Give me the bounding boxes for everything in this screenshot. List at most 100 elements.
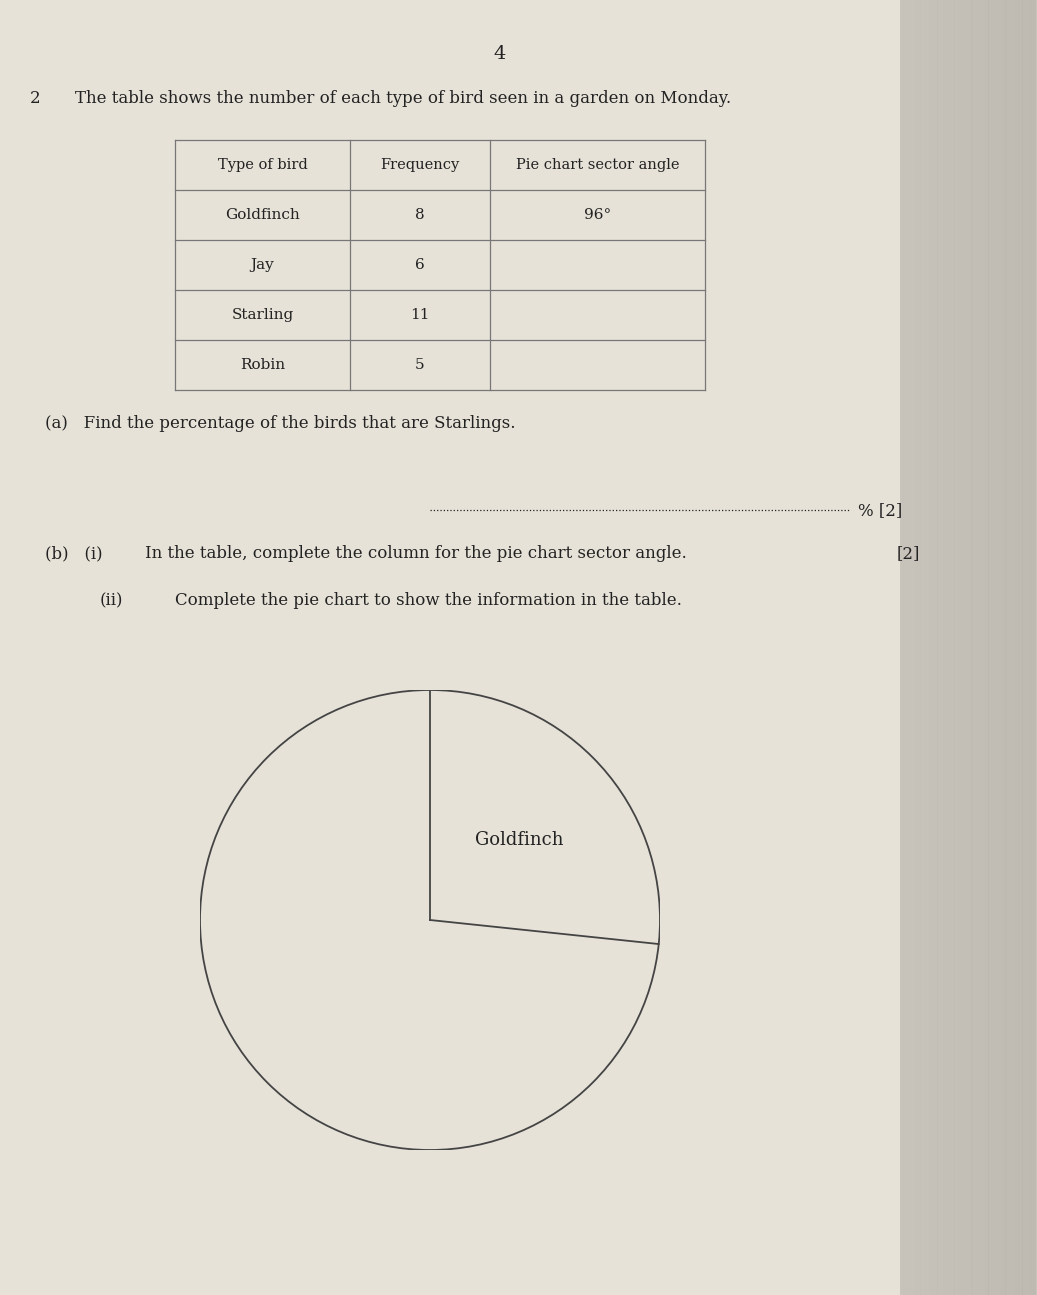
Bar [927, 0, 929, 1295]
Bar [1026, 0, 1028, 1295]
Text: The table shows the number of each type of bird seen in a garden on Monday.: The table shows the number of each type … [75, 89, 731, 107]
Bar [958, 0, 959, 1295]
Bar [924, 0, 926, 1295]
Bar [906, 0, 908, 1295]
Bar [1033, 0, 1034, 1295]
Text: Robin: Robin [240, 357, 285, 372]
Bar [956, 0, 958, 1295]
Bar [912, 0, 914, 1295]
Bar [973, 0, 975, 1295]
Bar [982, 0, 983, 1295]
Bar [930, 0, 932, 1295]
Text: 2: 2 [30, 89, 40, 107]
Bar [929, 0, 930, 1295]
Bar [990, 0, 992, 1295]
Bar [1020, 0, 1022, 1295]
Bar [951, 0, 953, 1295]
Bar [991, 0, 993, 1295]
Text: Goldfinch: Goldfinch [225, 208, 300, 221]
Bar [1010, 0, 1012, 1295]
Bar [905, 0, 907, 1295]
Bar [963, 0, 964, 1295]
Bar [902, 0, 903, 1295]
Bar [954, 0, 956, 1295]
Bar [903, 0, 905, 1295]
Bar [940, 0, 941, 1295]
Bar [1007, 0, 1009, 1295]
Bar [1031, 0, 1033, 1295]
Text: 6: 6 [415, 258, 425, 272]
Bar [1025, 0, 1026, 1295]
Bar [1009, 0, 1011, 1295]
Text: 5: 5 [415, 357, 425, 372]
Bar [1012, 0, 1014, 1295]
Bar [999, 0, 1001, 1295]
Bar [941, 0, 943, 1295]
Bar [966, 0, 969, 1295]
Text: % [2]: % [2] [858, 502, 902, 519]
Bar [914, 0, 916, 1295]
Bar [1022, 0, 1025, 1295]
Bar [1004, 0, 1006, 1295]
Text: (ii): (ii) [100, 592, 123, 609]
Bar [1019, 0, 1020, 1295]
Bar [1029, 0, 1031, 1295]
Text: [2]: [2] [897, 545, 920, 562]
Bar [948, 0, 950, 1295]
Bar [968, 0, 970, 1295]
Bar [986, 0, 988, 1295]
Bar [980, 0, 982, 1295]
Bar [1034, 0, 1036, 1295]
Bar [935, 0, 937, 1295]
Bar [1015, 0, 1017, 1295]
Bar [925, 0, 927, 1295]
Text: Complete the pie chart to show the information in the table.: Complete the pie chart to show the infor… [175, 592, 682, 609]
Bar [996, 0, 997, 1295]
Bar [943, 0, 945, 1295]
Bar [975, 0, 977, 1295]
Bar [959, 0, 961, 1295]
Bar [919, 0, 921, 1295]
Bar [1001, 0, 1002, 1295]
Text: 11: 11 [411, 308, 429, 322]
Bar [972, 0, 973, 1295]
Bar [983, 0, 985, 1295]
Bar [1028, 0, 1030, 1295]
Text: Pie chart sector angle: Pie chart sector angle [515, 158, 679, 172]
Bar [934, 0, 935, 1295]
Bar [985, 0, 987, 1295]
Text: Frequency: Frequency [381, 158, 459, 172]
Text: 96°: 96° [584, 208, 611, 221]
Text: 8: 8 [415, 208, 425, 221]
Text: Starling: Starling [231, 308, 293, 322]
Text: 4: 4 [494, 45, 506, 63]
Bar [916, 0, 917, 1295]
Bar [997, 0, 999, 1295]
Bar [993, 0, 996, 1295]
Text: Jay: Jay [251, 258, 275, 272]
Bar [988, 0, 990, 1295]
Text: Goldfinch: Goldfinch [475, 831, 563, 850]
Bar [910, 0, 912, 1295]
Bar [900, 0, 902, 1295]
Bar [945, 0, 946, 1295]
Bar [937, 0, 940, 1295]
Bar [977, 0, 978, 1295]
Text: (a)   Find the percentage of the birds that are Starlings.: (a) Find the percentage of the birds tha… [45, 414, 515, 433]
Bar [1002, 0, 1004, 1295]
Text: (b)   (i): (b) (i) [45, 545, 103, 562]
Bar [908, 0, 910, 1295]
Bar [922, 0, 924, 1295]
Text: In the table, complete the column for the pie chart sector angle.: In the table, complete the column for th… [145, 545, 686, 562]
Bar [970, 0, 972, 1295]
Bar [964, 0, 966, 1295]
Bar [1014, 0, 1015, 1295]
Bar [978, 0, 980, 1295]
Bar [900, 0, 1037, 1295]
Bar [953, 0, 954, 1295]
Bar [1006, 0, 1007, 1295]
Bar [949, 0, 951, 1295]
Bar [961, 0, 963, 1295]
Bar [917, 0, 919, 1295]
Bar [1017, 0, 1019, 1295]
